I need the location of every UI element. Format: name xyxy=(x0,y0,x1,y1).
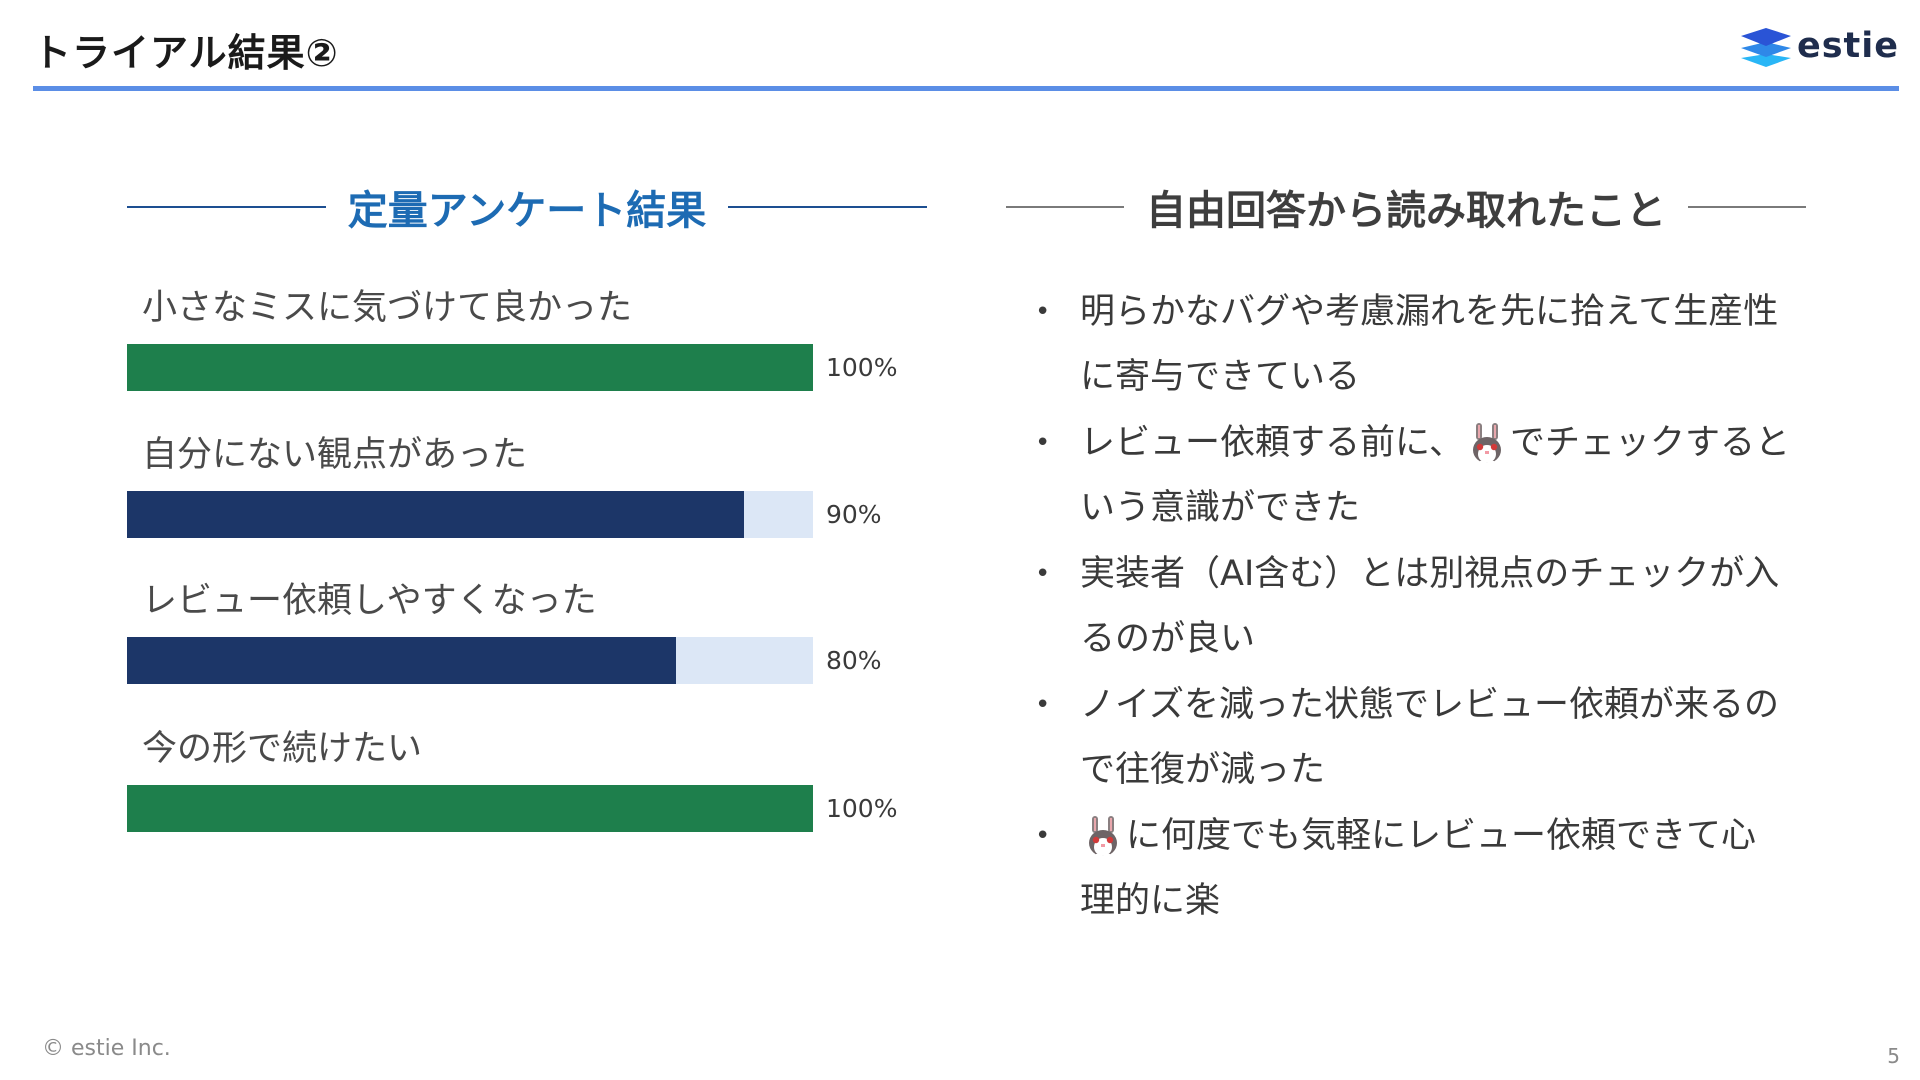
estie-logo: estie xyxy=(1739,24,1899,68)
bullet-dot: • xyxy=(1035,428,1051,458)
bar-fill xyxy=(127,491,745,538)
bar-item-4: 今の形で続けたい 100% xyxy=(127,724,927,832)
bar-fill xyxy=(127,344,813,391)
left-section-heading: 定量アンケート結果 xyxy=(127,178,927,236)
bar-label: 小さなミスに気づけて良かった xyxy=(142,288,633,328)
list-item: • 実装者（AI含む）とは別視点のチェックが入るのが良い xyxy=(1030,542,1790,672)
rabbit-icon xyxy=(1084,815,1122,859)
bar-value: 90% xyxy=(826,500,882,529)
bullet-text: レビュー依頼する前に、 xyxy=(1080,423,1464,463)
list-item: • ノイズを減った状態でレビュー依頼が来るので往復が減った xyxy=(1030,673,1790,803)
bar-label: 今の形で続けたい xyxy=(142,729,423,769)
bullet-text: に何度でも気軽にレビュー依頼できて心理的に楽 xyxy=(1080,816,1757,921)
bar-item-2: 自分にない観点があった 90% xyxy=(127,430,927,538)
bar-label: 自分にない観点があった xyxy=(142,435,528,475)
bar-track xyxy=(127,785,813,832)
list-item: • に何度でも気軽にレビュー依頼できて心理的に楽 xyxy=(1030,804,1790,934)
bar-fill xyxy=(127,785,813,832)
bullet-text: でチェックするという意識ができた xyxy=(1080,423,1790,528)
bar-value: 80% xyxy=(826,646,882,675)
title-underline xyxy=(33,86,1899,91)
bar-value: 100% xyxy=(826,794,898,823)
bar-item-1: 小さなミスに気づけて良かった 100% xyxy=(127,283,927,391)
bullet-dot: • xyxy=(1035,559,1051,589)
bar-label: レビュー依頼しやすくなった xyxy=(142,581,597,621)
heading-rule-left xyxy=(1006,206,1124,208)
layers-logo-icon xyxy=(1740,28,1791,67)
bullet-dot: • xyxy=(1035,690,1051,720)
list-item: • 明らかなバグや考慮漏れを先に拾えて生産性に寄与できている xyxy=(1030,280,1790,410)
bullet-dot: • xyxy=(1035,821,1051,851)
findings-list: • 明らかなバグや考慮漏れを先に拾えて生産性に寄与できている • レビュー依頼す… xyxy=(1030,280,1790,935)
right-section-heading: 自由回答から読み取れたこと xyxy=(1006,178,1806,236)
rabbit-icon xyxy=(1468,422,1506,466)
heading-rule-right xyxy=(1688,206,1806,208)
bar-fill xyxy=(127,637,676,684)
bar-track xyxy=(127,344,813,391)
bar-track xyxy=(127,491,813,538)
bar-value: 100% xyxy=(826,353,898,382)
bullet-text: 明らかなバグや考慮漏れを先に拾えて生産性に寄与できている xyxy=(1080,292,1779,397)
bar-item-3: レビュー依頼しやすくなった 80% xyxy=(127,576,927,684)
logo-text: estie xyxy=(1796,26,1899,66)
copyright: © estie Inc. xyxy=(42,1036,171,1061)
bullet-text: ノイズを減った状態でレビュー依頼が来るので往復が減った xyxy=(1080,685,1779,790)
bullet-dot: • xyxy=(1035,297,1051,327)
left-heading-text: 定量アンケート結果 xyxy=(347,188,707,234)
right-heading-text: 自由回答から読み取れたこと xyxy=(1146,188,1666,234)
bar-track xyxy=(127,637,813,684)
slide-title: トライアル結果② xyxy=(33,31,339,75)
heading-rule-right xyxy=(728,206,927,208)
page-number: 5 xyxy=(1887,1044,1900,1068)
bullet-text: 実装者（AI含む）とは別視点のチェックが入るのが良い xyxy=(1080,554,1780,659)
heading-rule-left xyxy=(127,206,326,208)
list-item: • レビュー依頼する前に、 でチェックするという意識ができた xyxy=(1030,411,1790,541)
